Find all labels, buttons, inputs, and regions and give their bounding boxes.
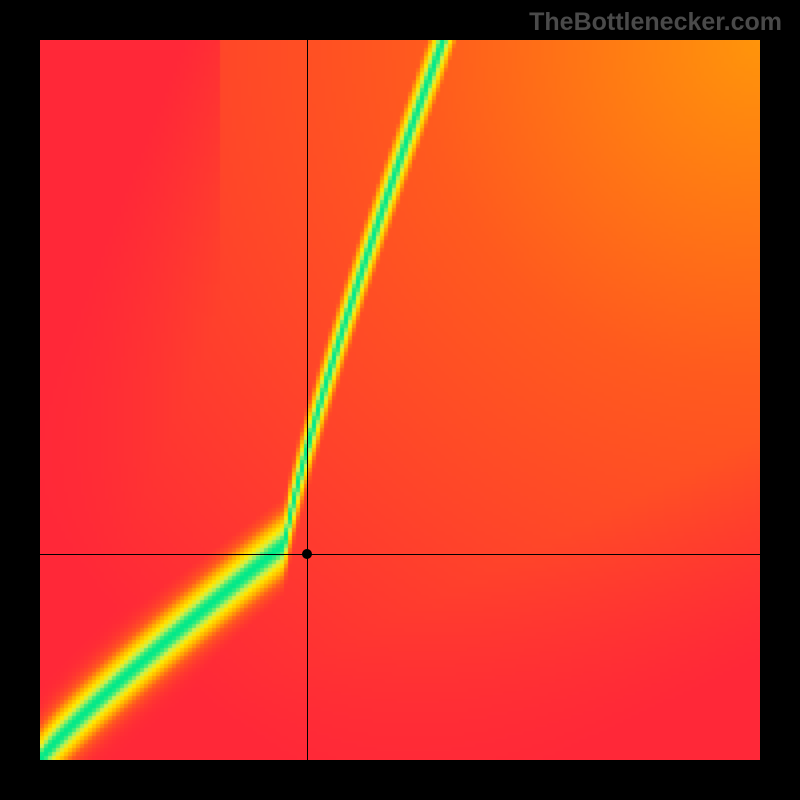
heatmap-canvas [40, 40, 760, 760]
crosshair-vertical [307, 40, 308, 760]
watermark-text: TheBottlenecker.com [529, 8, 782, 37]
crosshair-horizontal [40, 554, 760, 555]
heatmap-plot-area [40, 40, 760, 760]
marker-dot [302, 549, 312, 559]
